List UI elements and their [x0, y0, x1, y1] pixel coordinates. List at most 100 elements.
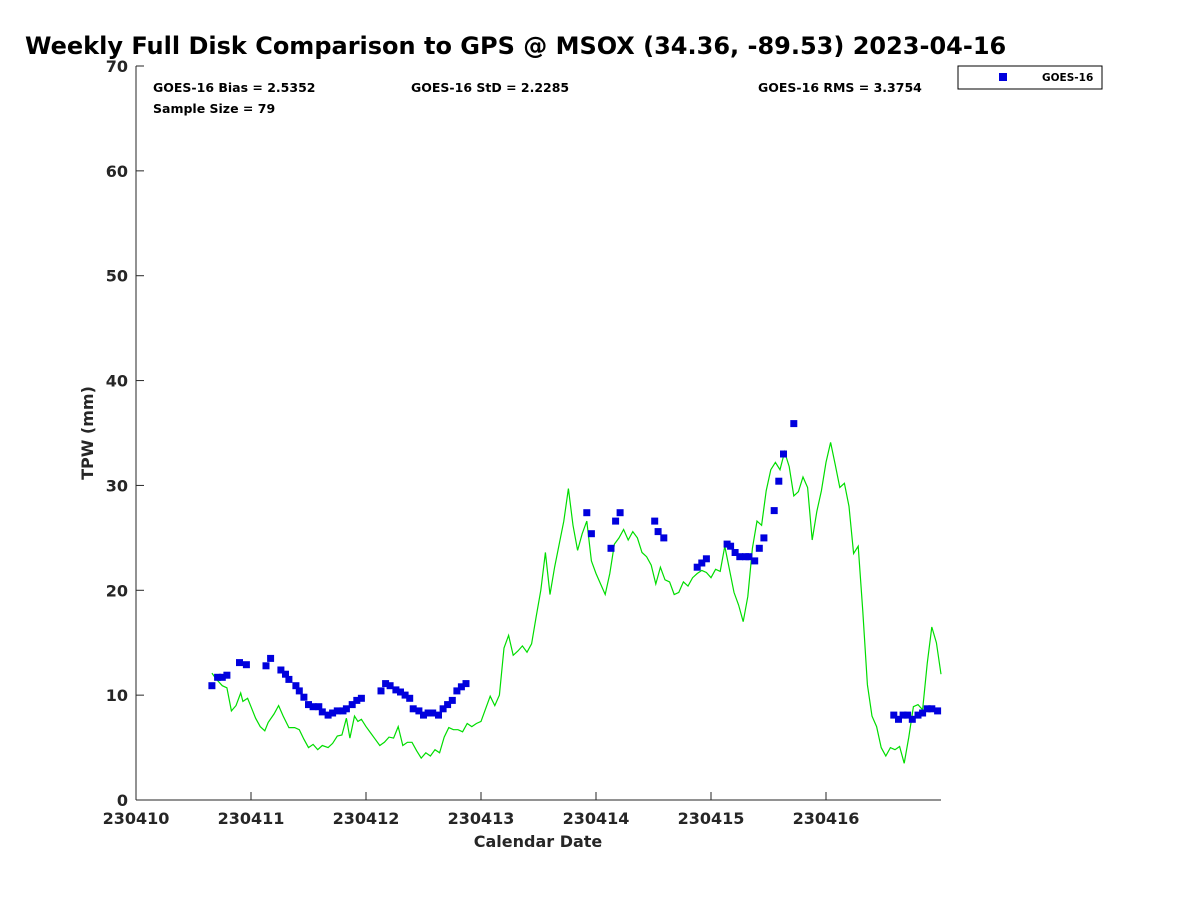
data-point	[208, 682, 216, 690]
data-point	[386, 682, 394, 690]
data-point	[731, 549, 739, 556]
data-point	[309, 703, 317, 711]
data-point	[660, 534, 668, 542]
data-point	[453, 687, 461, 695]
data-point	[415, 707, 423, 715]
data-point	[755, 544, 763, 552]
y-tick-label: 50	[106, 267, 128, 286]
data-point	[583, 509, 591, 517]
data-point	[295, 687, 303, 695]
x-tick-label: 230414	[563, 809, 630, 828]
data-point	[424, 709, 432, 717]
data-point	[348, 701, 356, 709]
data-point	[702, 555, 710, 563]
data-point	[770, 507, 778, 515]
data-point	[282, 670, 289, 678]
y-tick-label: 60	[106, 162, 128, 181]
data-point	[439, 705, 447, 713]
data-point	[305, 701, 312, 709]
data-point	[780, 450, 787, 458]
data-point	[654, 528, 662, 536]
legend: GOES-16	[957, 65, 1103, 90]
data-point	[357, 694, 365, 702]
data-point	[914, 711, 922, 719]
y-tick-label: 40	[106, 372, 128, 391]
data-point	[318, 708, 326, 716]
series-line-1	[211, 442, 942, 764]
data-point	[587, 530, 595, 538]
data-point	[409, 705, 417, 713]
data-point	[262, 662, 270, 670]
data-point	[908, 715, 916, 723]
data-point	[790, 420, 798, 428]
data-point	[292, 682, 300, 690]
data-point	[890, 711, 898, 719]
data-point	[242, 661, 250, 669]
data-point	[727, 542, 735, 550]
data-point	[401, 691, 409, 699]
data-point	[382, 680, 390, 688]
x-tick-label: 230412	[333, 809, 400, 828]
data-point	[736, 553, 744, 561]
y-tick-label: 20	[106, 581, 128, 600]
data-point	[333, 707, 341, 715]
chart-title: Weekly Full Disk Comparison to GPS @ MSO…	[25, 32, 1006, 60]
data-point	[218, 673, 226, 681]
data-point	[353, 696, 361, 704]
data-point	[267, 654, 275, 662]
stat-std: GOES-16 StD = 2.2285	[411, 80, 569, 95]
x-axis-label: Calendar Date	[474, 832, 603, 851]
y-axis-label: TPW (mm)	[78, 386, 97, 480]
stat-bias: GOES-16 Bias = 2.5352	[153, 80, 315, 95]
x-tick-label: 230410	[103, 809, 170, 828]
series-lines	[211, 442, 942, 764]
data-point	[300, 693, 308, 701]
data-point	[919, 709, 927, 717]
legend-box	[957, 65, 1103, 90]
y-tick-label: 0	[117, 791, 128, 810]
data-point	[923, 705, 931, 713]
data-point	[277, 666, 285, 674]
data-point	[895, 715, 902, 723]
data-point	[616, 509, 624, 517]
data-point	[693, 563, 701, 571]
data-point	[223, 671, 231, 679]
plot-background	[136, 66, 941, 800]
data-point	[329, 709, 337, 717]
x-tick-label: 230416	[793, 809, 860, 828]
data-point	[444, 701, 452, 709]
x-tick-label: 230411	[218, 809, 285, 828]
data-point	[698, 559, 706, 567]
data-point	[607, 544, 615, 552]
legend-label-goes16: GOES-16	[1042, 72, 1093, 84]
data-point	[612, 517, 620, 525]
data-point	[397, 688, 404, 696]
stat-sample-size: Sample Size = 79	[153, 101, 275, 116]
legend-marker-goes16	[999, 73, 1007, 81]
data-point	[775, 477, 783, 485]
data-point	[429, 709, 437, 717]
data-point	[420, 711, 427, 719]
data-point	[904, 711, 912, 719]
plot-area: 0 10 20 30 40 50 60 70 230410 230411 230412 230413 2…	[103, 57, 942, 828]
axes: 0 10 20 30 40 50 60 70 230410 230411 230412 230413 2…	[103, 57, 941, 828]
data-point	[745, 553, 753, 561]
data-point	[342, 705, 350, 713]
data-point	[236, 659, 243, 667]
data-point	[928, 705, 936, 713]
data-point	[448, 696, 456, 704]
data-point	[377, 687, 385, 695]
y-tick-label: 10	[106, 686, 128, 705]
y-tick-label: 30	[106, 476, 128, 495]
data-point	[406, 694, 414, 702]
data-point	[462, 680, 470, 688]
x-tick-label: 230413	[448, 809, 515, 828]
data-point	[435, 711, 442, 719]
x-tick-label: 230415	[678, 809, 745, 828]
data-point	[285, 675, 293, 683]
data-point	[760, 534, 768, 542]
data-point	[751, 557, 759, 565]
y-tick-label: 70	[106, 57, 128, 76]
data-point	[651, 517, 659, 525]
